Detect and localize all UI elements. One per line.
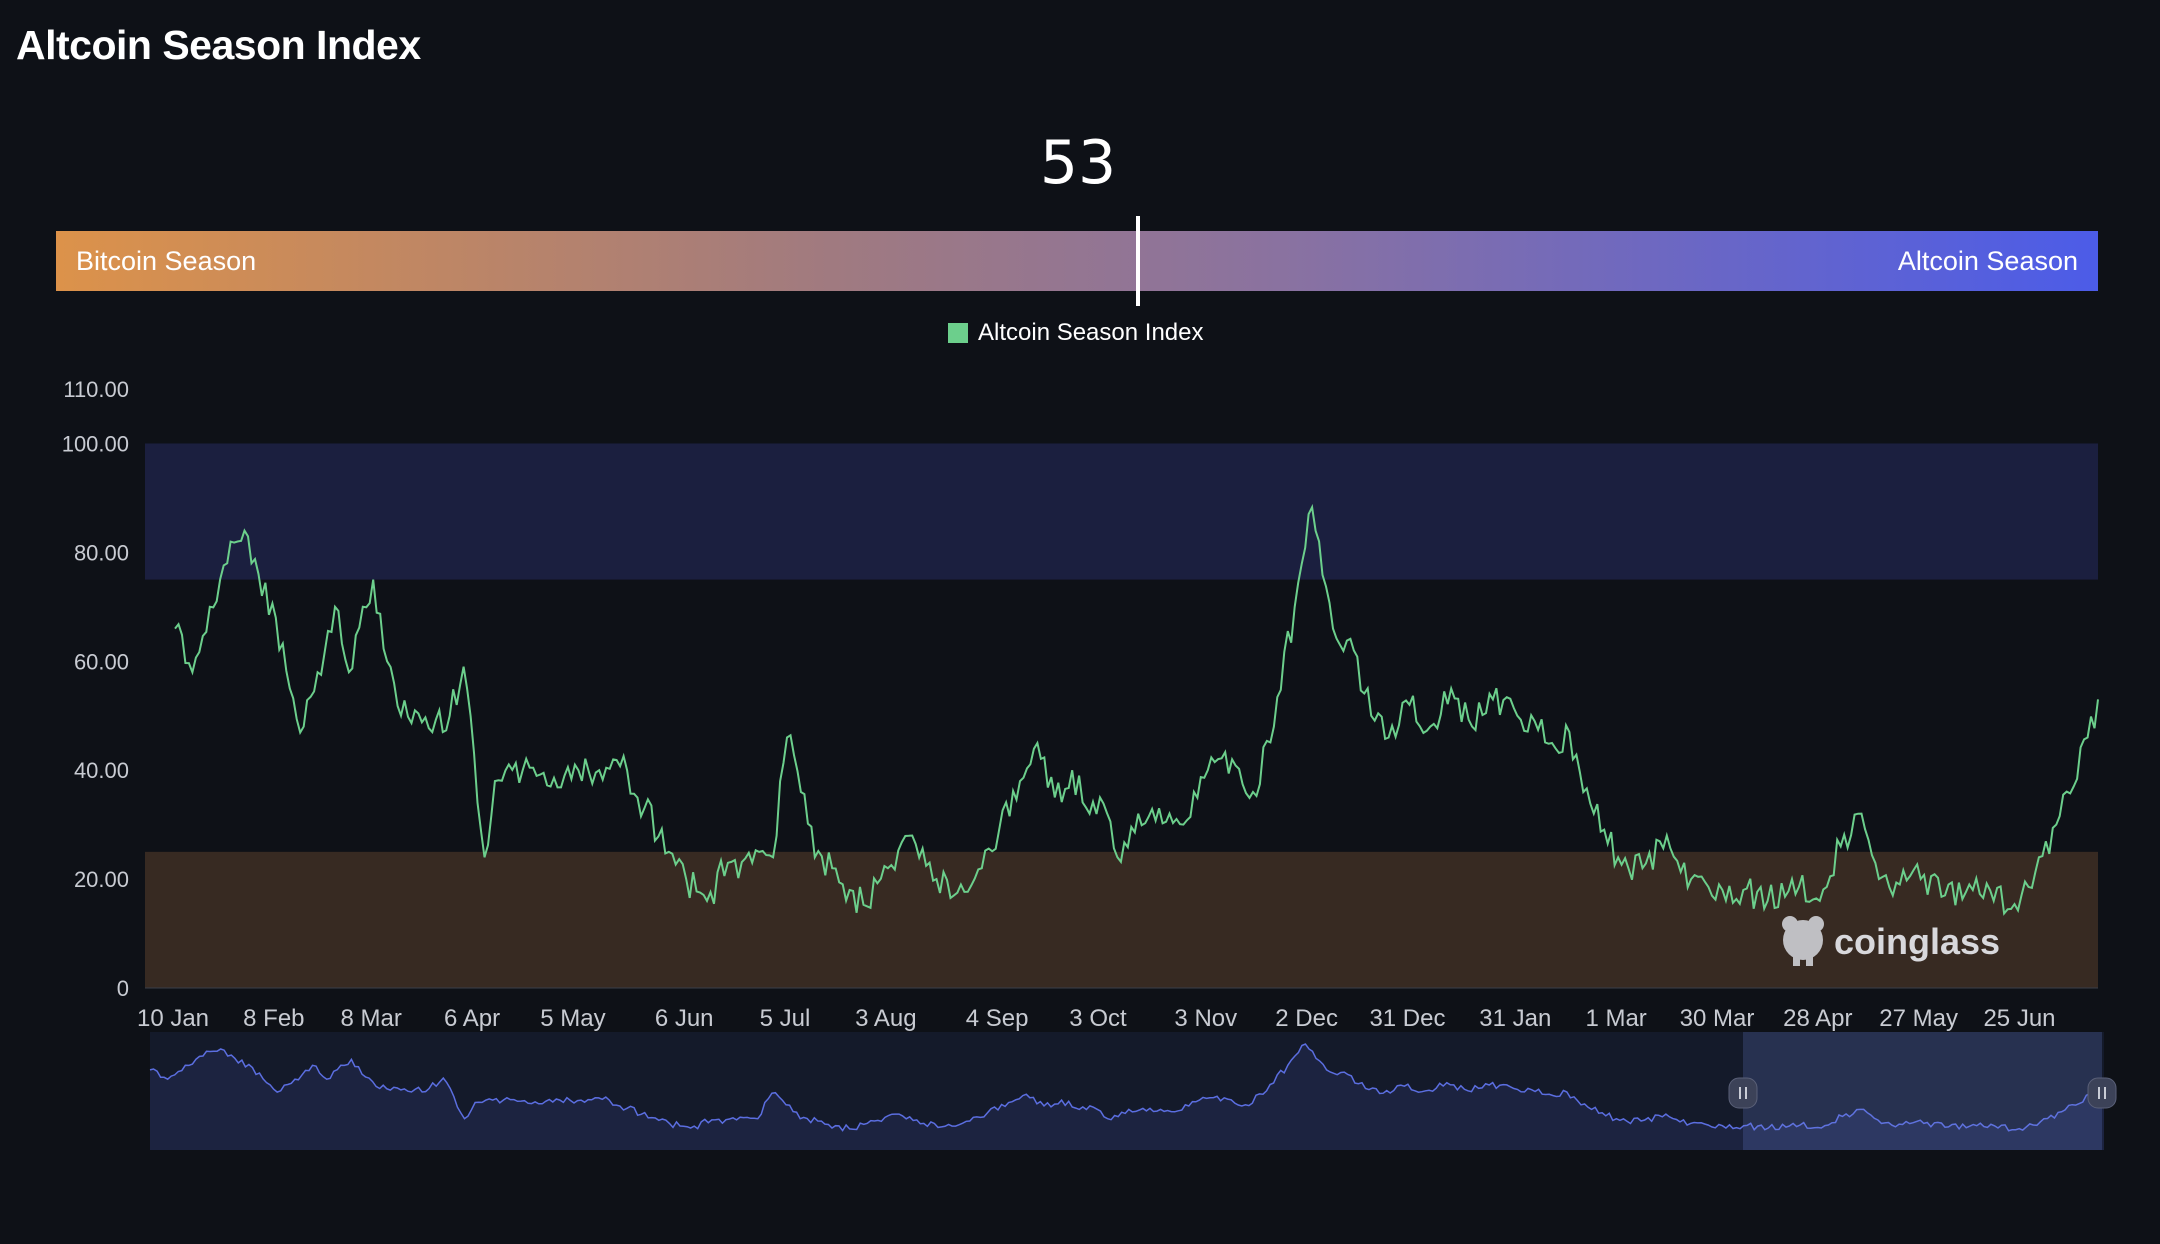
x-tick-label: 5 Jul: [760, 1005, 811, 1032]
navigator-selection[interactable]: [1743, 1032, 2102, 1150]
x-tick-label: 10 Jan: [137, 1005, 209, 1032]
legend-label: Altcoin Season Index: [978, 319, 1204, 346]
series-line-altcoin-season-index: [174, 503, 2099, 916]
y-axis: 0 20.00 40.00 60.00 80.00 100.00 110.00: [62, 377, 129, 1001]
navigator-left-handle[interactable]: [1728, 1077, 1758, 1109]
y-tick-label: 20.00: [74, 867, 129, 892]
x-tick-label: 31 Jan: [1479, 1005, 1551, 1032]
x-tick-label: 30 Mar: [1680, 1005, 1755, 1032]
y-tick-label: 100.00: [62, 431, 129, 456]
coinglass-logo-icon: [1782, 916, 1824, 966]
x-tick-label: 31 Dec: [1369, 1005, 1445, 1032]
season-gradient-bar: Bitcoin Season Altcoin Season: [56, 231, 2098, 291]
x-tick-label: 25 Jun: [1983, 1005, 2055, 1032]
zone-layer: [145, 443, 2098, 988]
watermark: coinglass: [1782, 916, 2000, 966]
x-tick-label: 8 Mar: [341, 1005, 402, 1032]
zone-bitcoin-season: [145, 851, 2098, 988]
zone-altcoin-season: [145, 443, 2098, 580]
x-tick-label: 27 May: [1879, 1005, 1958, 1032]
x-tick-label: 8 Feb: [243, 1005, 304, 1032]
bitcoin-season-label: Bitcoin Season: [76, 246, 257, 276]
page-title: Altcoin Season Index: [16, 22, 421, 68]
navigator-line: [149, 1043, 2105, 1132]
index-marker: [1136, 216, 1141, 306]
altcoin-season-label: Altcoin Season: [1897, 246, 2078, 276]
x-tick-label: 28 Apr: [1783, 1005, 1852, 1032]
watermark-text: coinglass: [1834, 921, 2000, 962]
x-axis: 10 Jan 8 Feb 8 Mar 6 Apr 5 May 6 Jun 5 Jul 3 Au…: [137, 987, 2098, 1032]
y-tick-label: 80.00: [74, 540, 129, 565]
series-layer: [174, 503, 2099, 916]
navigator-area: [150, 1044, 2104, 1150]
legend-item[interactable]: Altcoin Season Index: [948, 319, 1203, 347]
x-tick-label: 3 Aug: [855, 1005, 916, 1032]
x-tick-label: 6 Jun: [655, 1005, 714, 1032]
x-tick-label: 5 May: [540, 1005, 605, 1032]
range-navigator: [149, 1032, 2117, 1150]
y-tick-label: 40.00: [74, 758, 129, 783]
x-tick-label: 3 Nov: [1174, 1005, 1237, 1032]
navigator-right-handle[interactable]: [2087, 1077, 2117, 1109]
legend-swatch: [948, 323, 968, 343]
index-value: 53: [1039, 128, 1117, 198]
y-tick-label: 110.00: [63, 377, 129, 402]
y-tick-label: 60.00: [74, 649, 129, 674]
x-tick-label: 3 Oct: [1069, 1005, 1127, 1032]
x-tick-label: 6 Apr: [444, 1005, 500, 1032]
x-tick-label: 4 Sep: [966, 1005, 1029, 1032]
x-tick-label: 2 Dec: [1275, 1005, 1338, 1032]
x-tick-label: 1 Mar: [1585, 1005, 1646, 1032]
y-tick-label: 0: [117, 976, 129, 1001]
